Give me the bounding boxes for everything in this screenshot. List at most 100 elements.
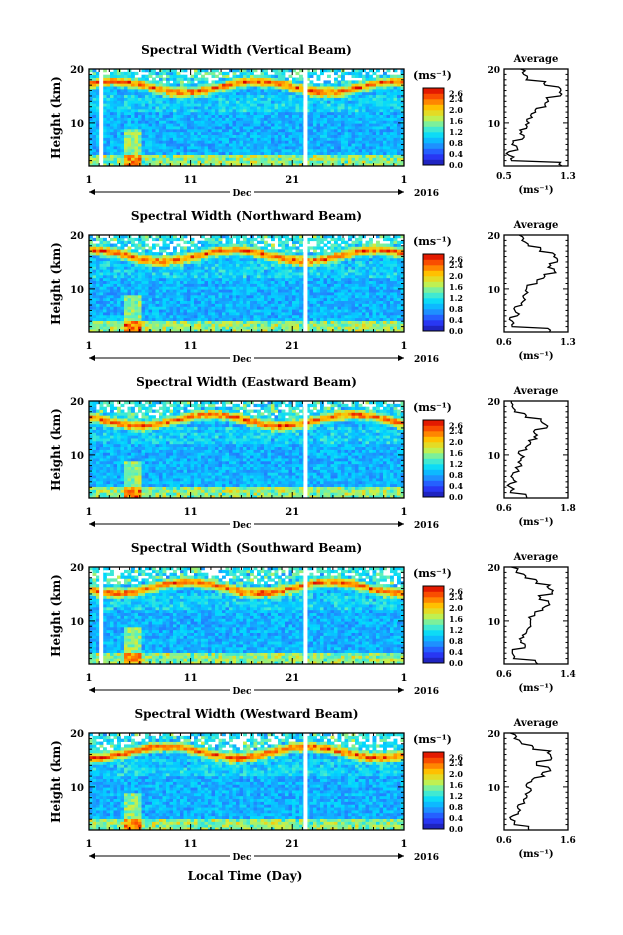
heatmap-cell bbox=[208, 252, 212, 255]
heatmap-cell bbox=[390, 157, 394, 160]
heatmap-cell bbox=[383, 140, 387, 143]
heatmap-cell bbox=[142, 292, 146, 295]
heatmap-cell bbox=[341, 78, 345, 81]
heatmap-cell bbox=[222, 143, 226, 146]
heatmap-cell bbox=[341, 115, 345, 118]
heatmap-cell bbox=[128, 126, 132, 129]
heatmap-cell bbox=[233, 306, 237, 309]
arrow-right bbox=[398, 189, 404, 195]
heatmap-cell bbox=[394, 89, 398, 92]
heatmap-cell bbox=[114, 244, 118, 247]
heatmap-cell bbox=[236, 92, 240, 95]
heatmap-cell bbox=[236, 321, 240, 324]
heatmap-cell bbox=[184, 241, 188, 244]
heatmap-cell bbox=[390, 152, 394, 155]
heatmap-cell bbox=[184, 272, 188, 275]
heatmap-cell bbox=[257, 241, 261, 244]
heatmap-cell bbox=[264, 80, 268, 83]
heatmap-cell bbox=[131, 143, 135, 146]
heatmap-cell bbox=[236, 255, 240, 258]
heatmap-cell bbox=[289, 146, 293, 149]
heatmap-cell bbox=[166, 258, 170, 261]
heatmap-cell bbox=[205, 261, 209, 264]
heatmap-cell bbox=[152, 109, 156, 112]
heatmap-cell bbox=[131, 255, 135, 258]
heatmap-cell bbox=[177, 78, 181, 81]
heatmap-cell bbox=[271, 103, 275, 106]
heatmap-cell bbox=[362, 143, 366, 146]
heatmap-cell bbox=[152, 135, 156, 138]
heatmap-cell bbox=[359, 109, 363, 112]
x-tick-label: 1 bbox=[401, 175, 408, 186]
heatmap-cell bbox=[93, 318, 97, 321]
heatmap-cell bbox=[355, 112, 359, 115]
heatmap-cell bbox=[198, 284, 202, 287]
heatmap-cell bbox=[313, 152, 317, 155]
heatmap-cell bbox=[170, 238, 174, 241]
heatmap-cell bbox=[226, 72, 230, 75]
heatmap-cell bbox=[198, 118, 202, 121]
heatmap-cell bbox=[341, 157, 345, 160]
heatmap-cell bbox=[219, 252, 223, 255]
heatmap-cell bbox=[121, 309, 125, 312]
heatmap-cell bbox=[156, 152, 160, 155]
heatmap-cell bbox=[327, 80, 331, 83]
colorbar-tick-label: 0.8 bbox=[449, 138, 463, 148]
heatmap-cell bbox=[170, 98, 174, 101]
heatmap-cell bbox=[128, 75, 132, 78]
heatmap-cell bbox=[135, 246, 139, 249]
heatmap-cell bbox=[124, 295, 128, 298]
heatmap-cell bbox=[135, 78, 139, 81]
heatmap-cell bbox=[327, 146, 331, 149]
heatmap-cell bbox=[338, 157, 342, 160]
heatmap-cell bbox=[205, 238, 209, 241]
heatmap-cell bbox=[159, 160, 163, 163]
heatmap-cell bbox=[313, 112, 317, 115]
heatmap-cell bbox=[296, 106, 300, 109]
heatmap-cell bbox=[257, 258, 261, 261]
heatmap-cell bbox=[173, 126, 177, 129]
heatmap-cell bbox=[387, 103, 391, 106]
heatmap-cell bbox=[324, 80, 328, 83]
heatmap-cell bbox=[138, 323, 142, 326]
heatmap-cell bbox=[341, 86, 345, 89]
heatmap-cell bbox=[247, 152, 251, 155]
heatmap-cell bbox=[282, 106, 286, 109]
heatmap-cell bbox=[345, 112, 349, 115]
heatmap-cell bbox=[282, 78, 286, 81]
heatmap-cell bbox=[121, 272, 125, 275]
heatmap-cell bbox=[348, 112, 352, 115]
heatmap-cell bbox=[247, 298, 251, 301]
heatmap-cell bbox=[275, 266, 279, 269]
heatmap-cell bbox=[257, 149, 261, 152]
heatmap-cell bbox=[278, 100, 282, 103]
heatmap-cell bbox=[142, 80, 146, 83]
heatmap-cell bbox=[345, 92, 349, 95]
heatmap-cell bbox=[191, 266, 195, 269]
colorbar-swatch bbox=[423, 127, 444, 133]
heatmap-cell bbox=[163, 92, 167, 95]
heatmap-cell bbox=[387, 140, 391, 143]
heatmap-cell bbox=[247, 255, 251, 258]
heatmap-cell bbox=[208, 92, 212, 95]
heatmap-cell bbox=[194, 295, 198, 298]
heatmap-cell bbox=[100, 306, 104, 309]
heatmap-cell bbox=[110, 92, 114, 95]
heatmap-cell bbox=[166, 278, 170, 281]
heatmap-cell bbox=[268, 295, 272, 298]
heatmap-cell bbox=[215, 98, 219, 101]
heatmap-cell bbox=[124, 292, 128, 295]
heatmap-cell bbox=[184, 264, 188, 267]
heatmap-cell bbox=[121, 292, 125, 295]
heatmap-cell bbox=[275, 106, 279, 109]
heatmap-cell bbox=[110, 301, 114, 304]
heatmap-cell bbox=[159, 264, 163, 267]
heatmap-cell bbox=[159, 303, 163, 306]
heatmap-cell bbox=[198, 152, 202, 155]
heatmap-cell bbox=[233, 266, 237, 269]
heatmap-cell bbox=[205, 321, 209, 324]
heatmap-cell bbox=[184, 298, 188, 301]
heatmap-cell bbox=[142, 238, 146, 241]
heatmap-cell bbox=[271, 306, 275, 309]
heatmap-cell bbox=[135, 112, 139, 115]
